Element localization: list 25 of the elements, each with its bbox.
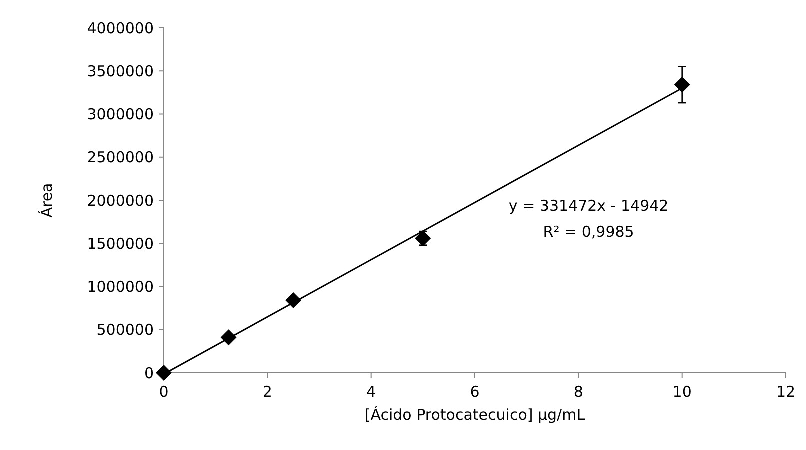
point (220, 330, 237, 346)
annotation: R² = 0,9985 (543, 222, 634, 241)
y-tick-label: 2000000 (87, 192, 154, 210)
y-tick-label: 0 (144, 364, 154, 382)
point (674, 76, 690, 93)
y-axis-title: Área (38, 183, 56, 218)
x-tick-label: 0 (159, 383, 169, 401)
x-axis-title: [Ácido Protocatecuico] µg/mL (364, 406, 586, 424)
y-tick-label: 1000000 (87, 278, 154, 296)
annotation: y = 331472x - 14942 (508, 196, 669, 215)
point (286, 292, 302, 309)
x-tick-label: 10 (672, 383, 692, 401)
y-tick-label: 500000 (96, 321, 154, 340)
y-tick-label: 3000000 (87, 106, 154, 124)
x-tick-label: 4 (366, 383, 376, 401)
x-tick-label: 6 (470, 383, 480, 401)
point (156, 365, 172, 381)
y-tick-label: 4000000 (87, 19, 154, 38)
x-tick-label: 2 (262, 383, 272, 401)
y-tick-label: 2500000 (87, 148, 154, 167)
y-tick-label: 3500000 (87, 62, 154, 80)
y-tick-label: 1500000 (87, 234, 154, 253)
x-tick-label: 8 (574, 383, 584, 401)
point (415, 230, 432, 246)
x-tick-label: 12 (776, 383, 796, 401)
